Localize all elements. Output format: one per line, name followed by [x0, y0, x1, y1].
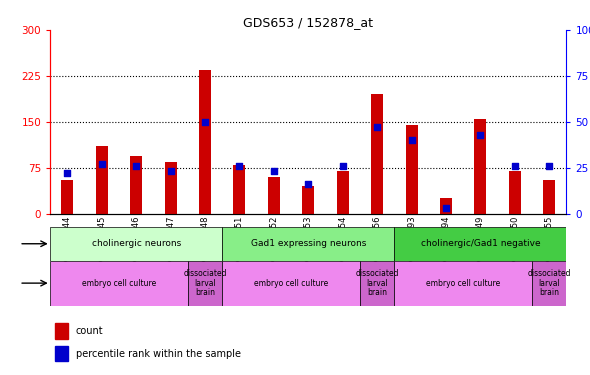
Point	[441, 205, 451, 211]
Point	[97, 161, 107, 167]
Bar	[394, 227, 566, 261]
Point	[269, 168, 278, 174]
Point	[200, 119, 210, 125]
Bar	[532, 261, 566, 306]
Text: embryo cell culture: embryo cell culture	[82, 279, 156, 288]
Point	[407, 137, 416, 143]
Text: dissociated
larval
brain: dissociated larval brain	[355, 269, 399, 297]
Bar	[50, 227, 222, 261]
Point	[63, 170, 72, 176]
Point	[303, 182, 313, 188]
Bar	[509, 171, 521, 214]
Text: embryo cell culture: embryo cell culture	[426, 279, 500, 288]
Point	[545, 163, 554, 169]
Point	[132, 163, 141, 169]
Bar	[61, 180, 73, 214]
Bar	[222, 227, 394, 261]
Bar	[55, 323, 68, 339]
Bar	[440, 198, 452, 214]
Text: Gad1 expressing neurons: Gad1 expressing neurons	[251, 239, 366, 248]
Bar	[474, 119, 486, 214]
Bar	[394, 261, 532, 306]
Bar	[337, 171, 349, 214]
Point	[338, 163, 348, 169]
Title: GDS653 / 152878_at: GDS653 / 152878_at	[243, 16, 373, 29]
Bar	[55, 346, 68, 362]
Bar	[268, 177, 280, 214]
Text: count: count	[76, 326, 104, 336]
Bar	[96, 146, 108, 214]
Point	[372, 124, 382, 130]
Bar	[360, 261, 394, 306]
Bar	[234, 165, 245, 214]
Point	[235, 163, 244, 169]
Text: cholinergic neurons: cholinergic neurons	[91, 239, 181, 248]
Bar	[188, 261, 222, 306]
Point	[476, 132, 485, 138]
Bar	[130, 156, 142, 214]
Text: dissociated
larval
brain: dissociated larval brain	[527, 269, 571, 297]
Bar	[50, 261, 188, 306]
Text: dissociated
larval
brain: dissociated larval brain	[183, 269, 227, 297]
Point	[510, 163, 519, 169]
Text: percentile rank within the sample: percentile rank within the sample	[76, 349, 241, 359]
Bar	[302, 186, 314, 214]
Bar	[165, 162, 176, 214]
Bar	[405, 125, 418, 214]
Bar	[199, 70, 211, 214]
Point	[166, 168, 175, 174]
Bar	[371, 94, 383, 214]
Bar	[222, 261, 360, 306]
Bar	[543, 180, 555, 214]
Text: cholinergic/Gad1 negative: cholinergic/Gad1 negative	[421, 239, 540, 248]
Text: embryo cell culture: embryo cell culture	[254, 279, 328, 288]
